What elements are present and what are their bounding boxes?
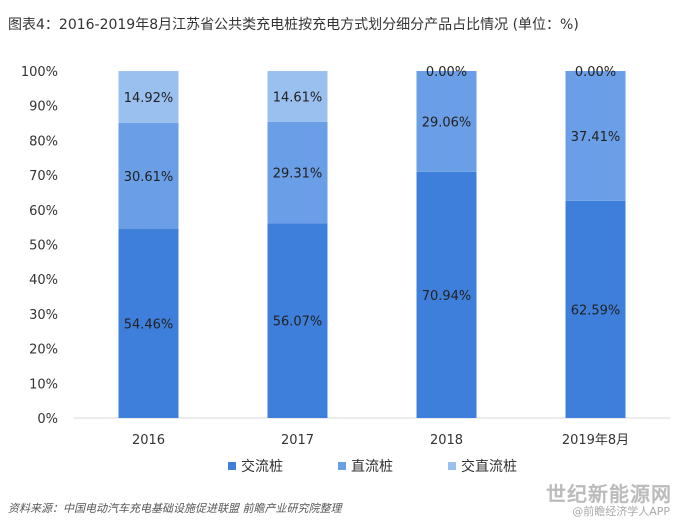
data-label: 56.07%: [273, 315, 323, 330]
bar-segment: [267, 223, 328, 418]
chart-title: 图表4：2016-2019年8月江苏省公共类充电桩按充电方式划分细分产品占比情况…: [8, 17, 579, 33]
bar-segment: [267, 71, 328, 122]
x-axis: 2016 2017 2018 2019年8月: [132, 433, 629, 448]
bars: 54.46% 30.61% 14.92% 56.07% 29.31% 14.61% 70.9…: [118, 65, 626, 418]
x-tick-label: 2018: [430, 433, 463, 448]
bar-segment: [416, 71, 477, 172]
data-label: 30.61%: [124, 170, 174, 185]
data-label: 37.41%: [571, 130, 621, 145]
y-tick-label: 0%: [37, 412, 58, 427]
legend-swatch: [448, 462, 456, 470]
source-note: 资料来源：中国电动汽车充电基础设施促进联盟 前瞻产业研究院整理: [8, 502, 342, 515]
y-tick-label: 30%: [29, 308, 58, 323]
data-label: 70.94%: [422, 289, 472, 304]
data-label: 0.00%: [426, 65, 467, 80]
bar-segment: [565, 71, 626, 201]
x-tick-label: 2019年8月: [562, 433, 629, 448]
bar-segment: [118, 71, 179, 123]
y-tick-label: 100%: [21, 65, 58, 80]
legend-swatch: [228, 462, 236, 470]
data-label: 14.92%: [124, 91, 174, 106]
y-tick-label: 20%: [29, 343, 58, 358]
data-label: 54.46%: [124, 318, 174, 333]
x-tick-label: 2017: [281, 433, 314, 448]
y-tick-label: 90%: [29, 100, 58, 115]
data-label: 14.61%: [273, 90, 323, 105]
legend-swatch: [338, 462, 346, 470]
legend: 交流桩 直流桩 交直流桩: [228, 458, 517, 475]
y-tick-label: 10%: [29, 377, 58, 392]
data-label: 29.06%: [422, 115, 472, 130]
y-tick-label: 80%: [29, 134, 58, 149]
bar-segment: [267, 121, 328, 224]
legend-label: 交直流桩: [461, 458, 517, 475]
data-label: 0.00%: [575, 65, 616, 80]
y-tick-label: 60%: [29, 204, 58, 219]
watermark-site: 世纪新能源网: [546, 482, 672, 506]
x-tick-label: 2016: [132, 433, 165, 448]
y-tick-label: 50%: [29, 239, 58, 254]
bar-segment: [565, 200, 626, 418]
y-tick-label: 70%: [29, 169, 58, 184]
y-axis: 0% 10% 20% 30% 40% 50% 60% 70% 80% 90% 100%: [21, 65, 58, 427]
bar-segment: [118, 229, 179, 418]
bar-segment: [118, 122, 179, 230]
legend-label: 直流桩: [351, 458, 393, 475]
y-tick-label: 40%: [29, 273, 58, 288]
watermark-app: @前瞻经济学人APP: [572, 505, 670, 518]
legend-label: 交流桩: [241, 458, 283, 475]
data-label: 62.59%: [571, 303, 621, 318]
bar-segment: [416, 171, 477, 418]
data-label: 29.31%: [273, 167, 323, 182]
